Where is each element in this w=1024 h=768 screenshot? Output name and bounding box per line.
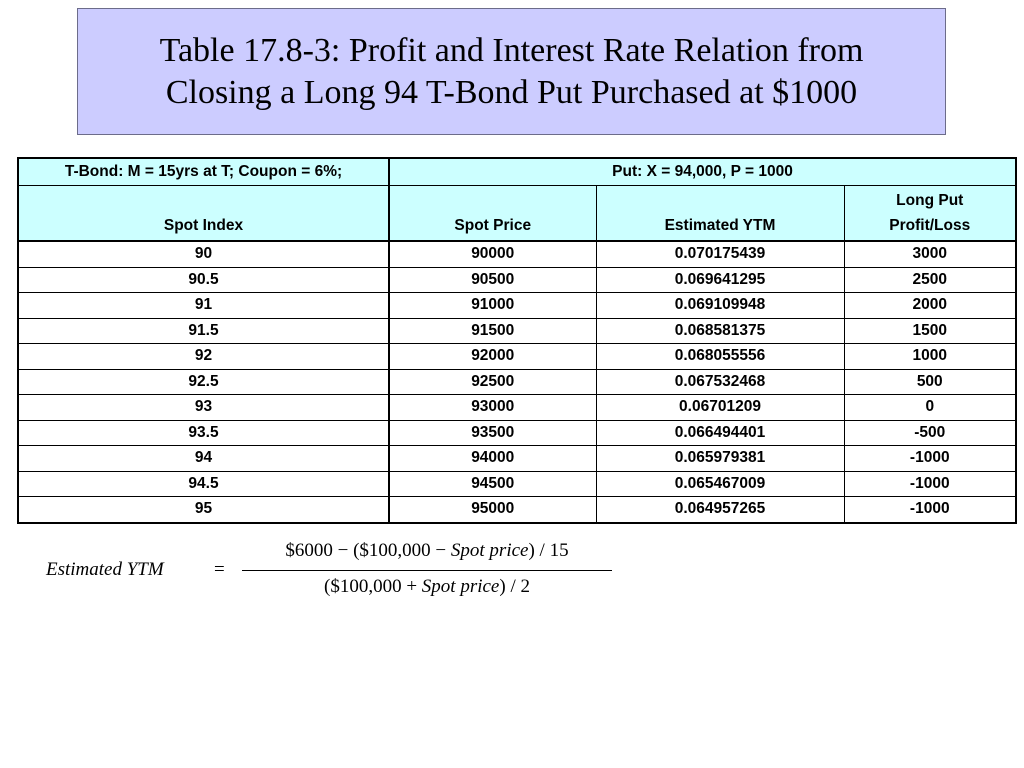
cell-spot-price: 92500 [388,368,597,395]
title-line-2: Closing a Long 94 T-Bond Put Purchased a… [165,73,858,111]
cell-profit-loss: -1000 [843,496,1017,524]
cell-estimated-ytm: 0.064957265 [595,496,845,524]
formula-den-c: ) / 2 [499,576,530,597]
cell-profit-loss: -500 [843,419,1017,446]
cell-spot-price: 93000 [388,394,597,421]
formula-den-a: ($100,000 + [324,576,422,597]
cell-spot-price: 91000 [388,292,597,319]
cell-profit-loss: -1000 [843,470,1017,497]
cell-spot-price: 90000 [388,240,597,268]
formula-num-c: ) / 15 [528,540,569,561]
cell-spot-index: 91 [17,292,390,319]
cell-profit-loss: 3000 [843,240,1017,268]
title-box: Table 17.8-3: Profit and Interest Rate R… [77,8,946,135]
cell-spot-price: 95000 [388,496,597,524]
cell-spot-index: 93 [17,394,390,421]
cell-estimated-ytm: 0.06701209 [595,394,845,421]
table-row: 91 91000 0.069109948 2000 [17,292,1017,319]
table-row: 92 92000 0.068055556 1000 [17,343,1017,370]
cell-spot-index: 91.5 [17,317,390,344]
column-header-profit-line-1: Long Put [896,192,964,209]
table-row: 94 94000 0.065979381 -1000 [17,445,1017,472]
cell-spot-index: 92.5 [17,368,390,395]
formula-denominator: ($100,000 + Spot price) / 2 [242,576,612,598]
cell-estimated-ytm: 0.070175439 [595,240,845,268]
cell-estimated-ytm: 0.065979381 [595,445,845,472]
cell-profit-loss: 1000 [843,343,1017,370]
table-row: 92.5 92500 0.067532468 500 [17,368,1017,395]
cell-spot-price: 92000 [388,343,597,370]
cell-spot-price: 94500 [388,470,597,497]
cell-estimated-ytm: 0.069641295 [595,266,845,293]
cell-estimated-ytm: 0.065467009 [595,470,845,497]
cell-spot-price: 94000 [388,445,597,472]
cell-spot-price: 91500 [388,317,597,344]
cell-spot-price: 90500 [388,266,597,293]
cell-spot-index: 95 [17,496,390,524]
column-header-row: Spot Index Spot Price Estimated YTM Long… [17,185,1017,242]
cell-profit-loss: 1500 [843,317,1017,344]
cell-profit-loss: 2500 [843,266,1017,293]
column-header-spot-index: Spot Index [17,185,390,242]
table-row: 91.5 91500 0.068581375 1500 [17,317,1017,344]
cell-estimated-ytm: 0.068581375 [595,317,845,344]
data-table: T-Bond: M = 15yrs at T; Coupon = 6%; Put… [17,157,1017,524]
title-line-1: Table 17.8-3: Profit and Interest Rate R… [159,31,864,69]
column-header-profit-line-2: Profit/Loss [889,217,971,234]
formula-equals: = [214,559,225,580]
cell-profit-loss: 2000 [843,292,1017,319]
table-row: 93 93000 0.06701209 0 [17,394,1017,421]
ytm-formula: Estimated YTM = $6000 − ($100,000 − Spot… [46,538,626,608]
column-header-estimated-ytm: Estimated YTM [595,185,845,242]
cell-spot-price: 93500 [388,419,597,446]
cell-estimated-ytm: 0.069109948 [595,292,845,319]
table-body: T-Bond: M = 15yrs at T; Coupon = 6%; Put… [17,157,1017,524]
formula-num-b: Spot price [450,540,529,561]
cell-estimated-ytm: 0.067532468 [595,368,845,395]
cell-spot-index: 94.5 [17,470,390,497]
cell-spot-index: 92 [17,343,390,370]
table-row: 93.5 93500 0.066494401 -500 [17,419,1017,446]
formula-num-a: $6000 − ($100,000 − [285,540,451,561]
fraction-bar [242,570,612,571]
table-row: 90 90000 0.070175439 3000 [17,240,1017,268]
cell-estimated-ytm: 0.068055556 [595,343,845,370]
formula-lhs: Estimated YTM [46,559,164,580]
super-header-bond: T-Bond: M = 15yrs at T; Coupon = 6%; [17,157,390,186]
table-row: 95 95000 0.064957265 -1000 [17,496,1017,524]
formula-numerator: $6000 − ($100,000 − Spot price) / 15 [242,540,612,562]
super-header-put: Put: X = 94,000, P = 1000 [388,157,1017,186]
cell-estimated-ytm: 0.066494401 [595,419,845,446]
cell-profit-loss: 0 [843,394,1017,421]
column-header-spot-price: Spot Price [388,185,597,242]
cell-spot-index: 90.5 [17,266,390,293]
formula-den-b: Spot price [421,576,500,597]
cell-spot-index: 93.5 [17,419,390,446]
column-header-profit-loss: Long Put Profit/Loss [843,185,1017,242]
cell-spot-index: 90 [17,240,390,268]
table-row: 90.5 90500 0.069641295 2500 [17,266,1017,293]
cell-profit-loss: 500 [843,368,1017,395]
cell-spot-index: 94 [17,445,390,472]
cell-profit-loss: -1000 [843,445,1017,472]
table-row: 94.5 94500 0.065467009 -1000 [17,470,1017,497]
super-header-row: T-Bond: M = 15yrs at T; Coupon = 6%; Put… [17,157,1017,186]
